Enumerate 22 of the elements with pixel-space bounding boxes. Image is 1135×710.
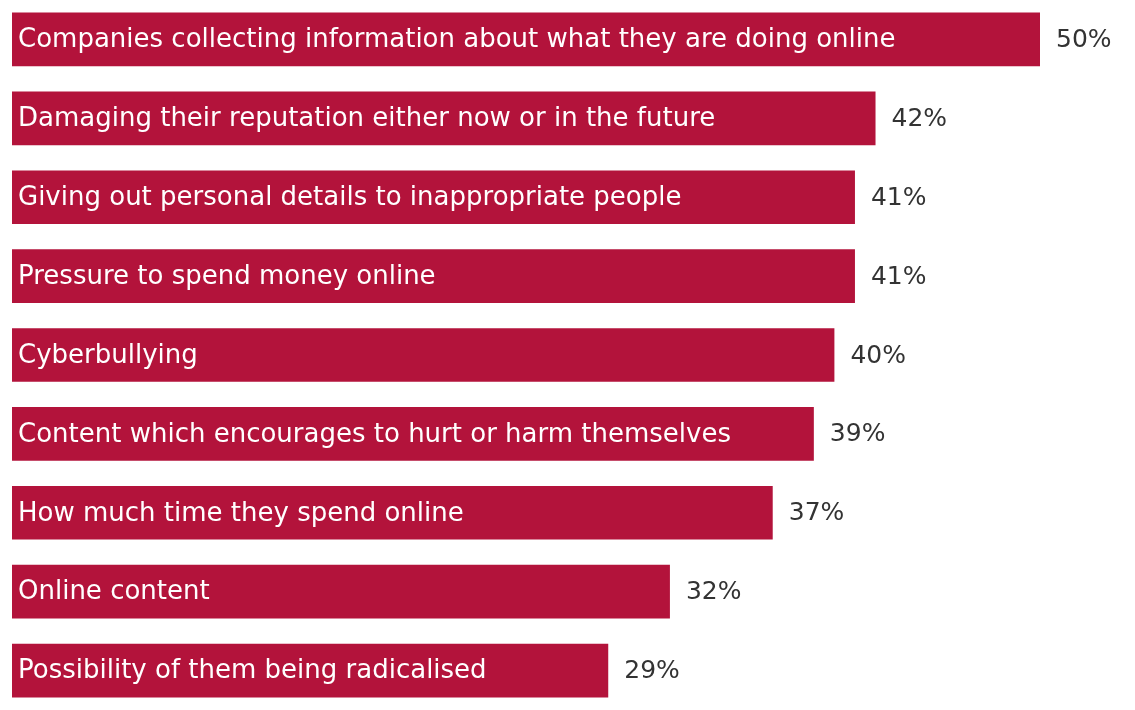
y-tick-label: Content which encourages to hurt or harm themselves — [18, 417, 732, 448]
y-tick-label: How much time they spend online — [18, 496, 464, 527]
data-label: 41% — [870, 260, 927, 290]
bar — [12, 249, 855, 303]
data-label: 37% — [788, 497, 845, 527]
data-label: 32% — [685, 576, 742, 606]
y-tick-label: Companies collecting information about what they are doing online — [18, 23, 896, 54]
y-tick-label: Damaging their reputation either now or in the future — [18, 102, 716, 133]
bar — [12, 564, 670, 619]
bar — [12, 485, 773, 540]
data-label: 50% — [1056, 23, 1112, 53]
y-tick-label: Cyberbullying — [18, 338, 198, 369]
y-tick-label: Pressure to spend money online — [18, 259, 436, 290]
data-label: 41% — [870, 181, 927, 211]
y-tick-label: Online content — [18, 575, 210, 606]
data-label: 42% — [891, 102, 948, 132]
data-label: 40% — [850, 339, 906, 369]
data-label: 39% — [829, 418, 886, 448]
data-label: 29% — [624, 655, 680, 685]
bar — [12, 328, 835, 382]
y-tick-label: Giving out personal details to inappropriate people — [18, 180, 682, 211]
y-tick-label: Possibility of them being radicalised — [18, 654, 487, 685]
